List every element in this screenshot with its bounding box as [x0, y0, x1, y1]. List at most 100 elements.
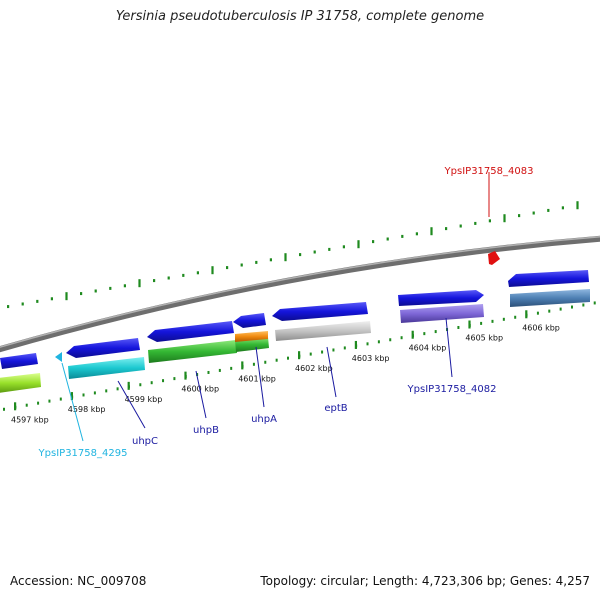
topology-label: Topology: circular; Length: 4,723,306 bp…: [260, 574, 590, 588]
gene-bar-steel[interactable]: [510, 289, 590, 307]
ruler-major-tick: [298, 351, 301, 360]
ruler-minor-tick: [207, 370, 210, 374]
ruler-minor-tick: [109, 286, 112, 290]
ruler-major-tick: [357, 240, 360, 249]
ruler-minor-tick: [582, 303, 585, 307]
ruler-minor-tick: [457, 325, 460, 329]
ruler-minor-tick: [7, 305, 10, 309]
ruler-minor-tick: [182, 273, 185, 277]
ruler-minor-tick: [328, 247, 331, 251]
ruler-minor-tick: [571, 305, 573, 309]
map-title: Yersinia pseudotuberculosis IP 31758, co…: [115, 9, 485, 24]
gene-label[interactable]: YpsIP31758_4082: [407, 384, 497, 395]
ruler-minor-tick: [488, 219, 491, 223]
kbp-tick-label: 4602 kbp: [295, 364, 333, 373]
gene-label[interactable]: eptB: [324, 403, 347, 414]
ruler-minor-tick: [80, 292, 83, 296]
gene-bar-grey[interactable]: [275, 321, 371, 341]
ruler-minor-tick: [59, 397, 62, 401]
gene-bar-cyan[interactable]: [68, 357, 145, 379]
cds-arrow[interactable]: [66, 338, 140, 358]
ruler-major-tick: [138, 279, 141, 288]
ruler-minor-tick: [389, 338, 392, 342]
marker-arrow[interactable]: [488, 251, 500, 265]
kbp-tick-label: 4598 kbp: [68, 405, 106, 414]
ruler-minor-tick: [287, 356, 289, 360]
ruler-minor-tick: [321, 350, 324, 354]
ruler-minor-tick: [240, 263, 243, 267]
gene-label-leader: [255, 346, 265, 408]
kbp-tick-label: 4604 kbp: [409, 344, 447, 353]
kbp-tick-label: 4599 kbp: [125, 395, 163, 404]
ruler-minor-tick: [264, 360, 267, 364]
ruler-minor-tick: [153, 279, 156, 283]
gene-label-leader: [117, 380, 146, 429]
ruler-minor-tick: [415, 232, 418, 236]
ruler-minor-tick: [139, 383, 142, 387]
ruler-minor-tick: [116, 387, 119, 391]
ruler-minor-tick: [561, 206, 564, 210]
cds-arrow[interactable]: [508, 270, 589, 287]
ruler-minor-tick: [514, 315, 517, 319]
ruler-major-tick: [184, 371, 187, 380]
cds-arrow[interactable]: [398, 290, 484, 306]
ruler-minor-tick: [167, 276, 170, 280]
ruler-minor-tick: [377, 340, 380, 344]
ruler-minor-tick: [332, 348, 335, 352]
ruler-minor-tick: [252, 362, 255, 366]
cds-arrow[interactable]: [272, 302, 368, 321]
kbp-tick-label: 4603 kbp: [352, 354, 390, 363]
gene-labels: YpsIP31758_4083 YpsIP31758_4082 eptB uhpA uh…: [38, 166, 534, 459]
ruler-minor-tick: [299, 253, 302, 257]
cds-arrow[interactable]: [233, 313, 266, 328]
kbp-tick-label: 4606 kbp: [522, 323, 560, 332]
ruler-minor-tick: [386, 237, 389, 241]
ruler-minor-tick: [343, 346, 346, 350]
gene-bar-green[interactable]: [148, 340, 237, 363]
ruler-minor-tick: [423, 332, 426, 336]
ruler-major-tick: [241, 361, 244, 370]
gene-label[interactable]: uhpC: [132, 436, 158, 447]
ruler-minor-tick: [309, 352, 312, 356]
ruler-minor-tick: [269, 258, 272, 262]
cds-arrow[interactable]: [147, 321, 234, 342]
gene-bar-orange[interactable]: [235, 331, 268, 342]
ruler-minor-tick: [230, 366, 233, 370]
gene-bar-lime[interactable]: [0, 373, 41, 393]
gene-label[interactable]: YpsIP31758_4083: [444, 166, 534, 177]
cds-arrow[interactable]: [55, 352, 62, 362]
ruler-minor-tick: [50, 297, 53, 301]
genome-backbone-highlight: [0, 236, 600, 348]
ruler-major-tick: [411, 330, 414, 339]
ruler-minor-tick: [275, 358, 278, 362]
gene-bar-purple[interactable]: [400, 304, 484, 323]
ruler-major-tick: [468, 320, 471, 329]
ruler-minor-tick: [548, 309, 551, 313]
ruler-major-tick: [284, 253, 287, 262]
gene-label-leader: [61, 362, 84, 442]
ruler-major-tick: [576, 201, 579, 210]
ruler-major-tick: [127, 381, 130, 390]
ruler-minor-tick: [474, 221, 477, 225]
cds-arrow[interactable]: [0, 353, 38, 369]
ruler-minor-tick: [37, 401, 40, 405]
gene-label-leader: [195, 370, 207, 419]
ruler-minor-tick: [547, 208, 550, 212]
ruler-minor-tick: [459, 224, 462, 228]
gene-label[interactable]: YpsIP31758_4295: [38, 448, 128, 459]
ruler-minor-tick: [48, 399, 51, 403]
accession-label: Accession: NC_009708: [10, 574, 147, 588]
kbp-tick-label: 4601 kbp: [238, 374, 276, 383]
ruler-minor-tick: [82, 393, 85, 397]
gene-label[interactable]: uhpB: [193, 425, 219, 436]
ruler-minor-tick: [342, 245, 345, 249]
ruler-minor-tick: [445, 227, 448, 231]
gene-label[interactable]: uhpA: [251, 414, 277, 425]
ruler-minor-tick: [480, 321, 483, 325]
ruler-minor-tick: [123, 284, 126, 288]
ruler-minor-tick: [366, 342, 369, 346]
ruler-minor-tick: [434, 330, 437, 334]
ruler-minor-tick: [532, 211, 535, 215]
